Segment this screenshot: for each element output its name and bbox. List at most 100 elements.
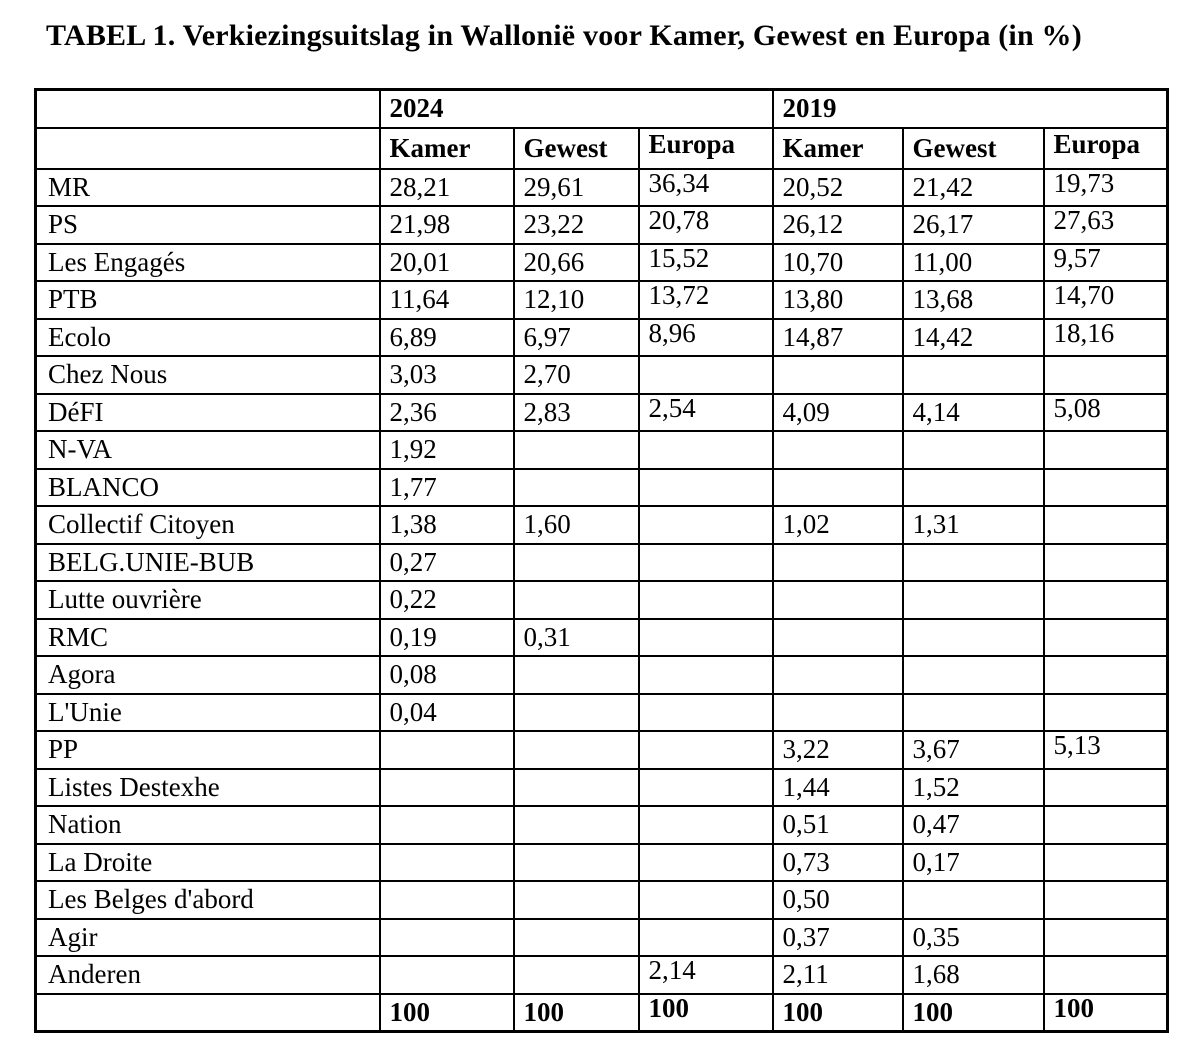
value-cell: 20,52	[771, 167, 904, 207]
value-cell	[1042, 505, 1169, 545]
value-cell: 0,47	[901, 805, 1045, 845]
year-header-row: 2024 2019	[34, 88, 1169, 129]
cell-value: 0,19	[389, 621, 437, 652]
col-header-kamer-2024: Kamer	[378, 126, 515, 170]
value-cell: 26,12	[771, 205, 904, 245]
party-name: Listes Destexhe	[48, 771, 220, 802]
party-name-cell: Chez Nous	[34, 355, 381, 395]
value-cell: 11,00	[901, 242, 1045, 282]
table-row: MR 28,21 29,61 36,34 20,52 21,42 19,73	[34, 167, 1169, 207]
total-value-cell: 100	[637, 992, 774, 1033]
cell-value: 0,37	[782, 921, 830, 952]
total-value-cell: 100	[771, 992, 904, 1033]
col-header-label: Kamer	[782, 132, 864, 163]
col-header-europa-2024: Europa	[637, 126, 774, 170]
cell-value: 5,08	[1053, 393, 1101, 423]
table-row: BELG.UNIE-BUB 0,27	[34, 542, 1169, 582]
cell-value: 0,35	[912, 921, 960, 952]
value-cell	[901, 542, 1045, 582]
value-cell	[637, 917, 774, 957]
value-cell	[1042, 955, 1169, 995]
party-name-cell: La Droite	[34, 842, 381, 882]
party-name: Collectif Citoyen	[48, 509, 235, 540]
cell-value: 1,92	[389, 434, 437, 465]
value-cell	[901, 580, 1045, 620]
party-name: Les Engagés	[48, 246, 186, 277]
value-cell	[378, 842, 515, 882]
value-cell: 1,38	[378, 505, 515, 545]
table-row: Lutte ouvrière 0,22	[34, 580, 1169, 620]
cell-value: 0,22	[389, 584, 437, 615]
cell-value: 10,70	[782, 246, 844, 277]
cell-value: 21,42	[912, 171, 974, 202]
value-cell	[637, 805, 774, 845]
value-cell	[1042, 355, 1169, 395]
value-cell	[637, 655, 774, 695]
value-cell	[378, 805, 515, 845]
party-name-cell: PS	[34, 205, 381, 245]
party-name: DéFI	[48, 396, 104, 427]
value-cell: 11,64	[378, 280, 515, 320]
table-row: DéFI 2,36 2,83 2,54 4,09 4,14 5,08	[34, 392, 1169, 432]
col-header-label: Europa	[648, 128, 736, 159]
party-name-cell: Listes Destexhe	[34, 767, 381, 807]
value-cell: 6,97	[512, 317, 640, 357]
party-name: RMC	[48, 621, 109, 652]
value-cell: 6,89	[378, 317, 515, 357]
cell-value: 4,14	[912, 396, 960, 427]
corner-cell-top	[34, 88, 381, 129]
party-name-cell: Nation	[34, 805, 381, 845]
value-cell: 1,77	[378, 467, 515, 507]
cell-value: 19,73	[1053, 168, 1115, 198]
cell-value: 1,52	[912, 771, 960, 802]
value-cell	[512, 767, 640, 807]
value-cell	[771, 542, 904, 582]
value-cell: 0,27	[378, 542, 515, 582]
value-cell	[771, 655, 904, 695]
cell-value: 14,70	[1053, 281, 1115, 311]
total-value-cell: 100	[512, 992, 640, 1033]
party-name-cell: Les Engagés	[34, 242, 381, 282]
party-name: PTB	[48, 284, 98, 315]
party-name: La Droite	[48, 846, 153, 877]
value-cell: 3,03	[378, 355, 515, 395]
value-cell	[771, 430, 904, 470]
value-cell: 2,83	[512, 392, 640, 432]
value-cell	[901, 355, 1045, 395]
cell-value: 18,16	[1053, 318, 1115, 348]
value-cell	[378, 917, 515, 957]
value-cell	[512, 542, 640, 582]
cell-value: 0,27	[389, 546, 437, 577]
value-cell	[512, 430, 640, 470]
party-name-cell: BLANCO	[34, 467, 381, 507]
value-cell	[901, 692, 1045, 732]
table-row: RMC 0,19 0,31	[34, 617, 1169, 657]
value-cell: 1,68	[901, 955, 1045, 995]
table-row: Anderen 2,14 2,11 1,68	[34, 955, 1169, 995]
party-name-cell: Anderen	[34, 955, 381, 995]
value-cell: 20,01	[378, 242, 515, 282]
total-value-cell: 100	[1042, 992, 1169, 1033]
col-header-label: Kamer	[389, 132, 471, 163]
cell-value: 14,42	[912, 321, 974, 352]
table-row: Agora 0,08	[34, 655, 1169, 695]
cell-value: 36,34	[648, 168, 710, 198]
cell-value: 6,97	[523, 321, 571, 352]
value-cell: 5,13	[1042, 730, 1169, 770]
cell-value: 13,68	[912, 284, 974, 315]
value-cell: 0,31	[512, 617, 640, 657]
total-row: 100 100 100 100 100 100	[34, 992, 1169, 1033]
cell-value: 20,66	[523, 246, 585, 277]
value-cell	[637, 692, 774, 732]
cell-value: 21,98	[389, 209, 451, 240]
value-cell	[512, 580, 640, 620]
party-name-cell: L'Unie	[34, 692, 381, 732]
party-name: N-VA	[48, 434, 113, 465]
value-cell	[637, 767, 774, 807]
cell-value: 13,80	[782, 284, 844, 315]
party-name: PS	[48, 209, 79, 240]
total-value: 100	[648, 993, 690, 1023]
value-cell: 0,51	[771, 805, 904, 845]
total-value: 100	[523, 996, 565, 1027]
value-cell	[1042, 880, 1169, 920]
